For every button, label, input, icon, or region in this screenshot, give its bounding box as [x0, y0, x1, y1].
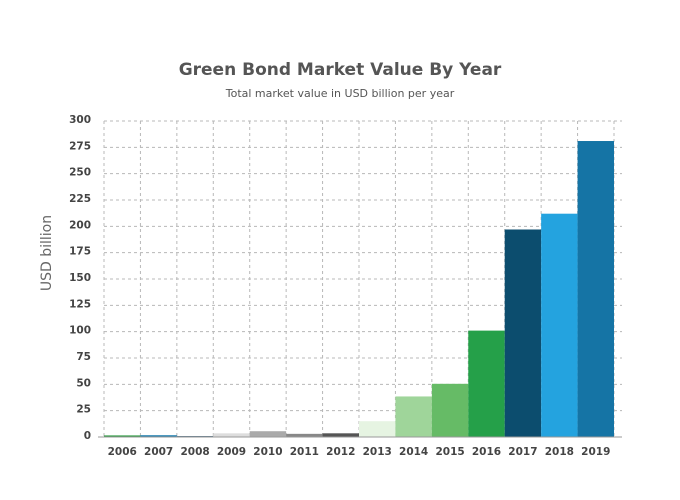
- x-tick-label: 2019: [581, 446, 610, 458]
- x-tick-labels: 2006 2007 2008 2009 2010 2011 2012 2013 2014 2015…: [108, 446, 611, 458]
- bar-2018: [541, 213, 578, 437]
- x-tick-label: 2009: [217, 446, 246, 458]
- grid-lines: [103, 120, 622, 437]
- chart-title: Green Bond Market Value By Year: [178, 60, 502, 80]
- x-tick-label: 2007: [144, 446, 173, 458]
- y-tick-label: 200: [69, 219, 91, 231]
- y-tick-label: 50: [76, 377, 91, 389]
- x-tick-label: 2011: [290, 446, 319, 458]
- y-tick-label: 100: [69, 325, 91, 337]
- y-tick-label: 150: [69, 272, 91, 284]
- bar-2012: [322, 433, 359, 437]
- bars: [104, 141, 614, 437]
- bar-2014: [395, 396, 432, 437]
- bar-2016: [468, 330, 505, 437]
- bar-2009: [213, 433, 250, 437]
- x-tick-label: 2012: [326, 446, 355, 458]
- y-tick-label: 225: [69, 193, 91, 205]
- bar-2013: [359, 421, 396, 437]
- y-tick-label: 75: [76, 351, 91, 363]
- bar-2007: [140, 435, 177, 437]
- bar-2010: [249, 431, 287, 437]
- y-tick-labels: 0 25 50 75 100 125 150 175 200 225 250 275 300: [69, 114, 91, 442]
- y-axis-label: USD billion: [39, 215, 55, 291]
- y-tick-label: 275: [69, 140, 91, 152]
- bar-2015: [431, 383, 469, 437]
- x-tick-label: 2014: [399, 446, 428, 458]
- x-tick-label: 2008: [180, 446, 209, 458]
- chart-subtitle: Total market value in USD billion per ye…: [225, 87, 455, 100]
- bar-2011: [286, 433, 323, 437]
- y-tick-label: 25: [76, 404, 91, 416]
- bar-2006: [104, 435, 141, 437]
- x-tick-label: 2016: [472, 446, 501, 458]
- y-tick-label: 0: [84, 430, 91, 442]
- y-tick-label: 300: [69, 114, 91, 126]
- bar-2019: [577, 141, 614, 437]
- x-tick-label: 2017: [508, 446, 537, 458]
- x-tick-label: 2018: [545, 446, 574, 458]
- x-tick-label: 2006: [108, 446, 137, 458]
- bar-2017: [504, 229, 542, 437]
- y-tick-label: 250: [69, 167, 91, 179]
- x-tick-label: 2013: [363, 446, 392, 458]
- y-tick-label: 175: [69, 246, 91, 258]
- x-tick-label: 2010: [253, 446, 282, 458]
- y-tick-label: 125: [69, 298, 91, 310]
- x-tick-label: 2015: [435, 446, 464, 458]
